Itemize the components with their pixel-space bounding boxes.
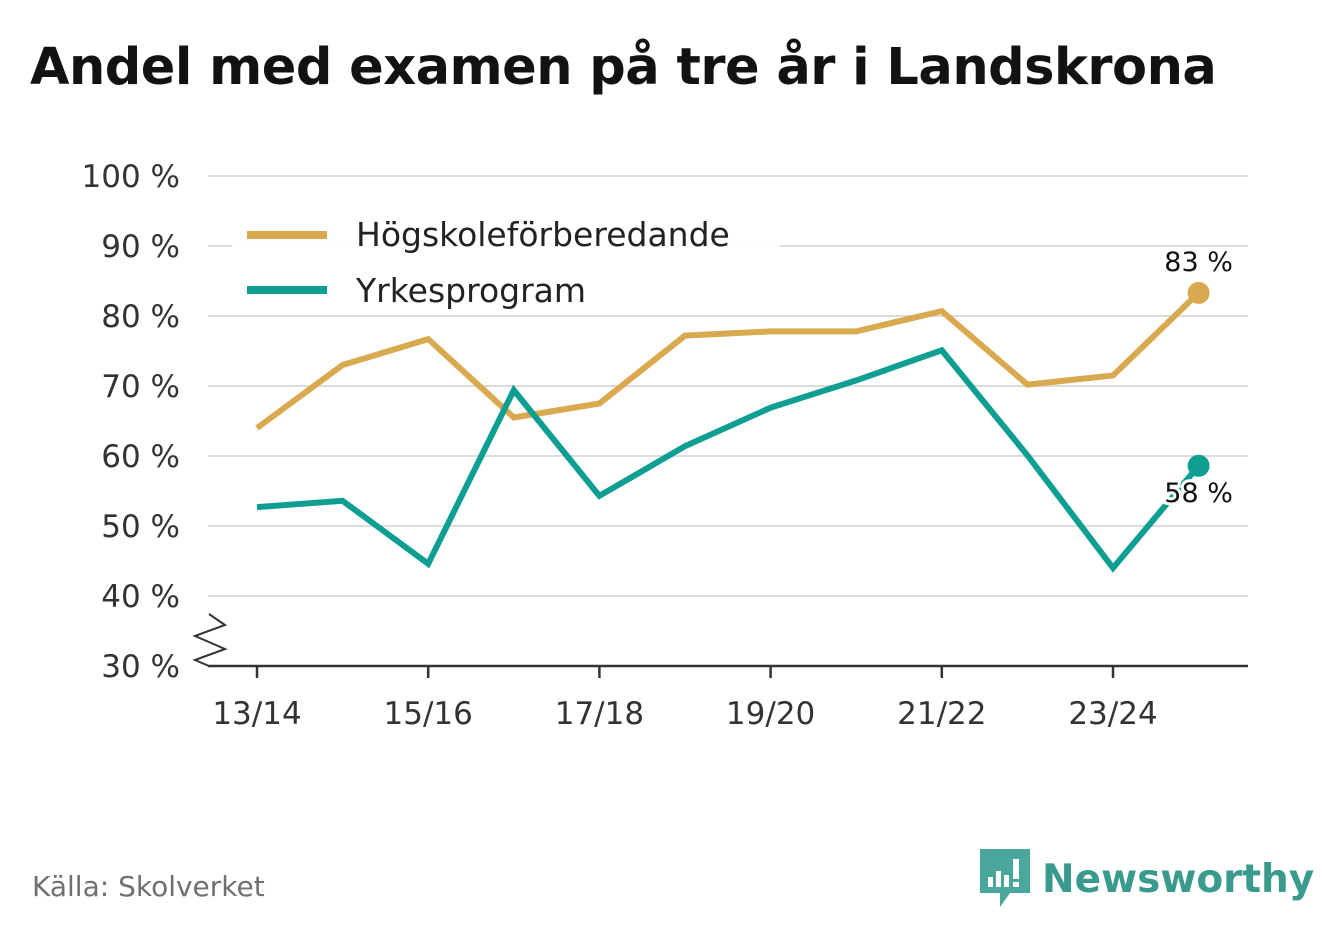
- axes: [192, 613, 1248, 668]
- end-marker: [1187, 454, 1210, 477]
- axis-break-icon: [192, 613, 228, 667]
- end-label: 58 %: [1164, 478, 1233, 509]
- y-tick-label: 100 %: [82, 159, 180, 195]
- y-tick-label: 80 %: [101, 299, 180, 335]
- end-marker: [1187, 281, 1210, 304]
- x-tick-label: 15/16: [384, 696, 473, 732]
- series-line-hogskole: [255, 290, 1201, 431]
- y-tick-label: 30 %: [101, 649, 180, 685]
- x-tick-label: 23/24: [1068, 696, 1157, 732]
- y-tick-label: 40 %: [101, 579, 180, 615]
- x-tick-label: 21/22: [897, 696, 986, 732]
- y-tick-label: 70 %: [101, 369, 180, 405]
- series-line-yrkes: [256, 346, 1201, 573]
- newsworthy-logo: Newsworthy: [980, 848, 1314, 910]
- y-axis-ticks: 30 % 40 % 50 % 60 % 70 % 80 % 90 % 100 %: [82, 159, 180, 685]
- chart-title: Andel med examen på tre år i Landskrona: [30, 38, 1217, 97]
- x-tick-label: 19/20: [726, 696, 815, 732]
- legend-label-hogskole: Högskoleförberedande: [356, 215, 730, 254]
- brand-name: Newsworthy: [1042, 856, 1315, 902]
- end-markers: 83 % 58 %: [1161, 244, 1236, 512]
- newsworthy-chart-icon: [980, 849, 1030, 907]
- x-tick-label: 13/14: [212, 696, 301, 732]
- y-tick-label: 60 %: [101, 439, 180, 475]
- y-tick-label: 50 %: [101, 509, 180, 545]
- legend: Högskoleförberedande Yrkesprogram: [232, 206, 780, 314]
- y-tick-label: 90 %: [101, 229, 180, 265]
- legend-background: [232, 206, 780, 314]
- legend-label-yrkes: Yrkesprogram: [355, 271, 586, 310]
- end-label: 83 %: [1164, 247, 1233, 278]
- x-tick-label: 17/18: [555, 696, 644, 732]
- x-axis-ticks: 13/14 15/16 17/18 19/20 21/22 23/24: [212, 666, 1158, 732]
- source-note: Källa: Skolverket: [32, 870, 265, 903]
